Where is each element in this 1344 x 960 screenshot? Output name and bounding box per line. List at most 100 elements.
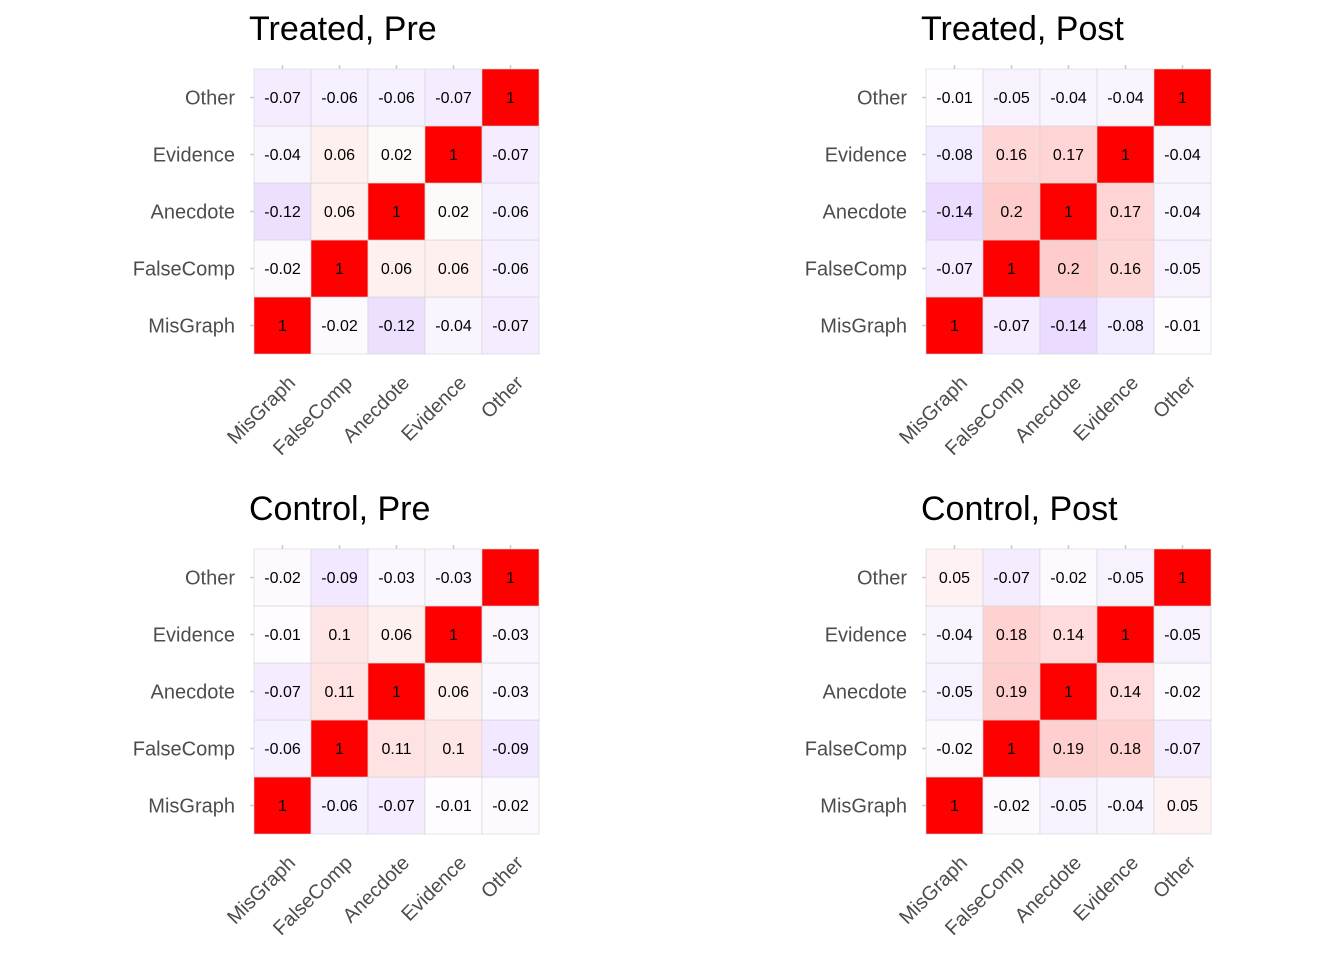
heatmap-cell [310, 548, 369, 607]
cell-value-label: 0.06 [324, 147, 355, 164]
heatmap-cell [1096, 68, 1155, 127]
y-tick-label: MisGraph [148, 796, 235, 818]
heatmap-cell [1039, 68, 1098, 127]
heatmap-cell [310, 296, 369, 355]
heatmap-cell [925, 125, 984, 184]
heatmap-cell [1039, 719, 1098, 778]
heatmap-cell [424, 239, 483, 298]
heatmap-cell [925, 239, 984, 298]
cell-value-label: 0.06 [381, 627, 412, 644]
cell-value-label: 1 [335, 261, 344, 278]
heatmap-cell [424, 548, 483, 607]
panel-title: Treated, Post [921, 10, 1124, 48]
cell-value-label: -0.14 [936, 204, 973, 221]
heatmap-cell [481, 296, 540, 355]
heatmap-cell [367, 296, 426, 355]
heatmap-cell [982, 68, 1041, 127]
cell-value-label: -0.04 [264, 147, 301, 164]
y-tick-label: FalseComp [133, 259, 235, 281]
cell-value-label: -0.03 [492, 627, 529, 644]
heatmap-cell [1039, 125, 1098, 184]
heatmap-cell [253, 125, 312, 184]
cell-value-label: -0.04 [1164, 204, 1201, 221]
cell-value-label: -0.07 [492, 318, 529, 335]
heatmap-cell [310, 719, 369, 778]
cell-value-label: 1 [1178, 90, 1187, 107]
cell-value-label: -0.02 [492, 798, 529, 815]
heatmap-cell [481, 605, 540, 664]
y-tick-label: Anecdote [150, 682, 235, 704]
y-tick-label: Other [857, 568, 907, 590]
y-tick-label: Other [185, 88, 235, 110]
x-tick-label: Other [477, 372, 528, 423]
cell-value-label: 1 [1121, 627, 1130, 644]
cell-value-label: -0.06 [378, 90, 415, 107]
cell-value-label: -0.06 [321, 798, 358, 815]
heatmap-cell [982, 182, 1041, 241]
cell-value-label: -0.06 [264, 741, 301, 758]
cell-value-label: 1 [392, 684, 401, 701]
cell-value-label: -0.07 [936, 261, 973, 278]
x-tick-label: Other [477, 852, 528, 903]
cell-value-label: 0.16 [996, 147, 1027, 164]
heatmap-cell [424, 719, 483, 778]
heatmap-cell [1153, 125, 1212, 184]
x-tick-label: Other [1149, 852, 1200, 903]
heatmap-cell [1039, 662, 1098, 721]
heatmap-cell [481, 719, 540, 778]
y-tick-label: Evidence [153, 145, 235, 167]
cell-value-label: 0.19 [1053, 741, 1084, 758]
cell-value-label: 1 [1121, 147, 1130, 164]
heatmap-cell [925, 68, 984, 127]
heatmap-cell [253, 182, 312, 241]
heatmap-cell [1096, 548, 1155, 607]
heatmap-cell [310, 776, 369, 835]
cell-value-label: 0.19 [996, 684, 1027, 701]
cell-value-label: 0.02 [381, 147, 412, 164]
cell-value-label: -0.02 [264, 570, 301, 587]
heatmap-cell [1039, 296, 1098, 355]
y-tick-label: Evidence [825, 625, 907, 647]
cell-value-label: 0.06 [438, 684, 469, 701]
cell-value-label: 1 [1064, 684, 1073, 701]
heatmap-cell [1096, 125, 1155, 184]
heatmap-cell [1096, 296, 1155, 355]
cell-value-label: 0.17 [1110, 204, 1141, 221]
heatmap-cell [253, 548, 312, 607]
cell-value-label: 1 [278, 798, 287, 815]
heatmap-cell [253, 662, 312, 721]
cell-value-label: 1 [506, 90, 515, 107]
cell-value-label: -0.09 [492, 741, 529, 758]
cell-value-label: 0.14 [1053, 627, 1084, 644]
cell-value-label: -0.02 [1164, 684, 1201, 701]
y-tick-label: Anecdote [822, 682, 907, 704]
cell-value-label: -0.06 [321, 90, 358, 107]
heatmap-cell [481, 239, 540, 298]
cell-value-label: 0.02 [438, 204, 469, 221]
cell-value-label: 0.06 [324, 204, 355, 221]
y-tick-label: Evidence [153, 625, 235, 647]
cell-value-label: 0.18 [996, 627, 1027, 644]
cell-value-label: 1 [335, 741, 344, 758]
heatmap-cell [253, 776, 312, 835]
heatmap-cell [925, 605, 984, 664]
heatmap-panel: Treated, Pre 1 -0.02 -0.12 -0.04 -0.07 -0.02 1 0… [133, 10, 540, 460]
cell-value-label: -0.02 [321, 318, 358, 335]
cell-value-label: -0.04 [1164, 147, 1201, 164]
heatmap-cell [1096, 239, 1155, 298]
cell-value-label: -0.04 [936, 627, 973, 644]
heatmap-cell [925, 719, 984, 778]
y-tick-label: MisGraph [820, 316, 907, 338]
cell-value-label: 0.2 [1057, 261, 1079, 278]
cell-value-label: 1 [950, 318, 959, 335]
heatmap-cell [1039, 776, 1098, 835]
cell-value-label: 1 [449, 147, 458, 164]
cell-value-label: 0.16 [1110, 261, 1141, 278]
heatmap-panel: Control, Pre 1 -0.06 -0.07 -0.01 -0.02 -0.06 1 0… [133, 490, 540, 940]
cell-value-label: -0.05 [993, 90, 1030, 107]
cell-value-label: -0.04 [1050, 90, 1087, 107]
cell-value-label: -0.01 [936, 90, 973, 107]
y-tick-label: Anecdote [822, 202, 907, 224]
cell-value-label: 0.18 [1110, 741, 1141, 758]
